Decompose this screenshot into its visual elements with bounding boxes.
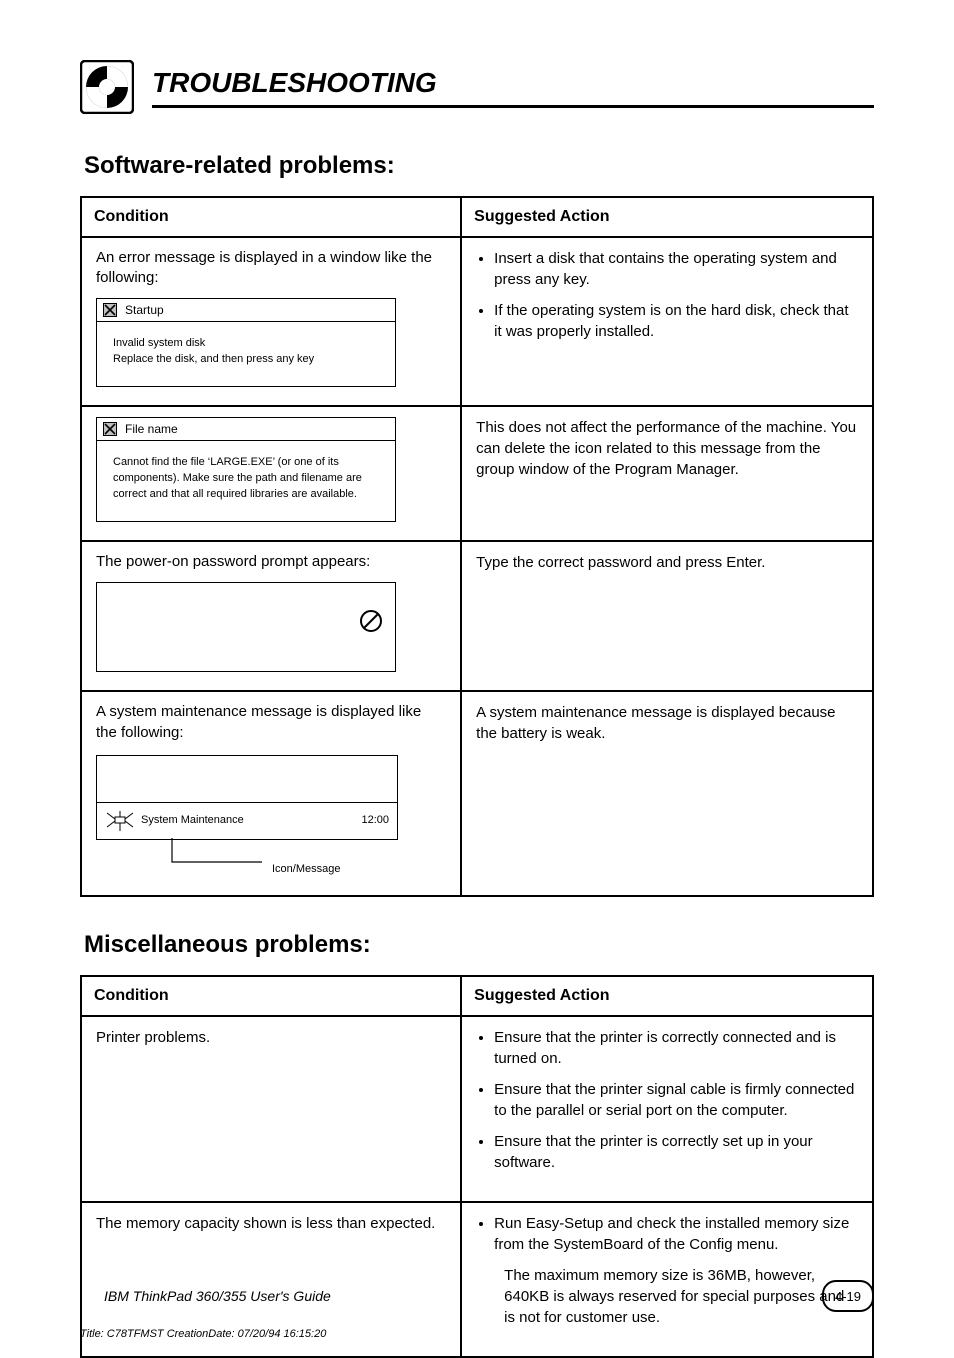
table-header-action: Suggested Action bbox=[461, 197, 873, 237]
close-icon bbox=[103, 303, 117, 317]
action-text: This does not affect the performance of … bbox=[476, 417, 858, 480]
page-footer: IBM ThinkPad 360/355 User's Guide 4-19 bbox=[80, 1280, 874, 1312]
lifebuoy-icon bbox=[80, 60, 134, 114]
section-heading-misc: Miscellaneous problems: bbox=[84, 931, 874, 959]
tray-clock: 12:00 bbox=[361, 813, 389, 828]
condition-text: An error message is displayed in a windo… bbox=[96, 248, 446, 289]
close-icon bbox=[103, 422, 117, 436]
dialog-mock bbox=[96, 582, 396, 672]
footer-book-title: IBM ThinkPad 360/355 User's Guide bbox=[104, 1288, 822, 1304]
satellite-icon bbox=[105, 809, 135, 833]
dialog-mock: Startup Invalid system disk Replace the … bbox=[96, 298, 396, 387]
condition-text: The power-on password prompt appears: bbox=[96, 552, 446, 572]
section-heading-software: Software-related problems: bbox=[84, 152, 874, 180]
list-item: Ensure that the printer is correctly set… bbox=[494, 1131, 858, 1173]
list-item: Insert a disk that contains the operatin… bbox=[494, 248, 858, 290]
action-text: A system maintenance message is displaye… bbox=[476, 702, 858, 744]
troubleshooting-table-1: Condition Suggested Action An error mess… bbox=[80, 196, 874, 897]
list-item: Ensure that the printer signal cable is … bbox=[494, 1079, 858, 1121]
action-text: Type the correct password and press Ente… bbox=[476, 552, 858, 573]
table-row: An error message is displayed in a windo… bbox=[81, 237, 873, 407]
condition-text: Printer problems. bbox=[96, 1027, 446, 1048]
page-number-badge: 4-19 bbox=[822, 1280, 874, 1312]
callout-label: Icon/Message bbox=[272, 862, 446, 877]
list-item: If the operating system is on the hard d… bbox=[494, 300, 858, 342]
table-row: A system maintenance message is displaye… bbox=[81, 691, 873, 896]
page-title: TROUBLESHOOTING bbox=[152, 67, 874, 108]
dialog-body: Invalid system disk Replace the disk, an… bbox=[97, 322, 395, 386]
action-list: Ensure that the printer is correctly con… bbox=[476, 1027, 858, 1173]
list-item: Ensure that the printer is correctly con… bbox=[494, 1027, 858, 1069]
prohibit-icon bbox=[359, 609, 383, 633]
page: TROUBLESHOOTING Software-related problem… bbox=[0, 0, 954, 1358]
table-row: File name Cannot find the file ‘LARGE.EX… bbox=[81, 406, 873, 541]
dialog-mock: File name Cannot find the file ‘LARGE.EX… bbox=[96, 417, 396, 522]
condition-text: The memory capacity shown is less than e… bbox=[96, 1213, 446, 1234]
dialog-body: Cannot find the file ‘LARGE.EXE’ (or one… bbox=[97, 441, 395, 521]
action-list: Insert a disk that contains the operatin… bbox=[476, 248, 858, 342]
table-header-action: Suggested Action bbox=[461, 976, 873, 1016]
header: TROUBLESHOOTING bbox=[80, 60, 874, 114]
table-header-condition: Condition bbox=[81, 197, 461, 237]
table-row: Printer problems. Ensure that the printe… bbox=[81, 1016, 873, 1202]
taskbar-mock: System Maintenance 12:00 bbox=[96, 755, 398, 840]
footer-revision: Title: C78TFMST CreationDate: 07/20/94 1… bbox=[80, 1328, 326, 1340]
dialog-title: File name bbox=[125, 421, 178, 437]
dialog-title: Startup bbox=[125, 302, 164, 318]
condition-text: A system maintenance message is displaye… bbox=[96, 702, 446, 743]
table-row: The power-on password prompt appears: Ty… bbox=[81, 541, 873, 691]
table-header-condition: Condition bbox=[81, 976, 461, 1016]
tray-label: System Maintenance bbox=[141, 813, 244, 828]
list-item: Run Easy-Setup and check the installed m… bbox=[494, 1213, 858, 1255]
